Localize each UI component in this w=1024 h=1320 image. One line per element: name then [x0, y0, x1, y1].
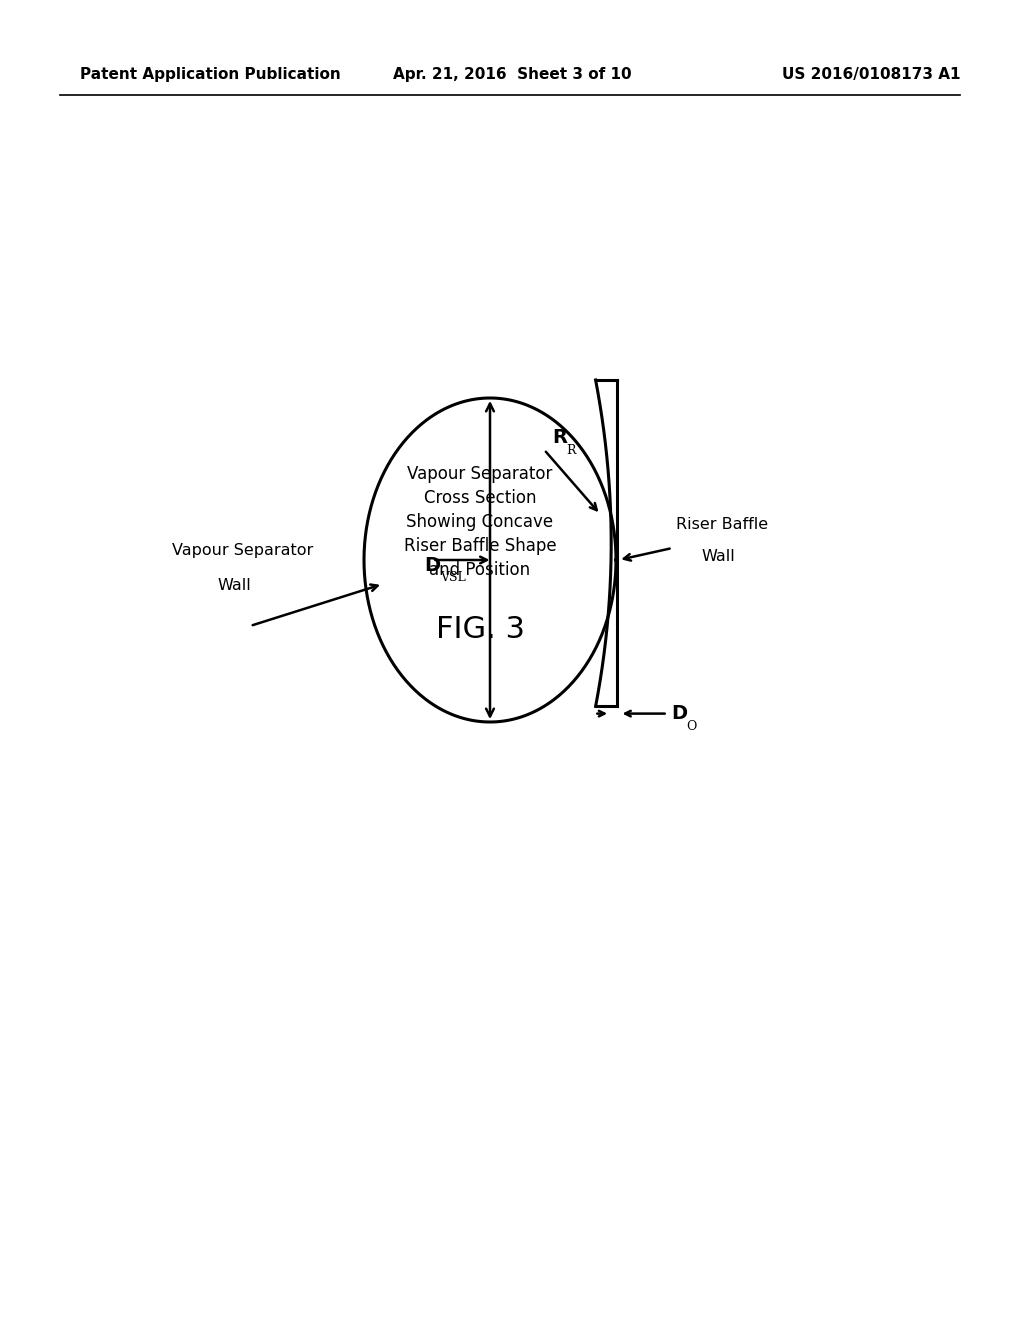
Text: Wall: Wall: [701, 549, 735, 564]
Text: FIG. 3: FIG. 3: [435, 615, 524, 644]
Text: Riser Baffle Shape: Riser Baffle Shape: [403, 537, 556, 554]
Text: Apr. 21, 2016  Sheet 3 of 10: Apr. 21, 2016 Sheet 3 of 10: [392, 67, 632, 82]
Text: $\mathbf{D}$: $\mathbf{D}$: [424, 557, 441, 576]
Text: $\mathbf{R}$: $\mathbf{R}$: [552, 429, 569, 446]
Text: Patent Application Publication: Patent Application Publication: [80, 67, 341, 82]
Text: Wall: Wall: [217, 578, 251, 594]
Text: US 2016/0108173 A1: US 2016/0108173 A1: [781, 67, 961, 82]
Text: R: R: [566, 444, 575, 457]
Text: VSL: VSL: [440, 572, 466, 583]
Text: Vapour Separator: Vapour Separator: [172, 544, 313, 558]
Text: and Position: and Position: [429, 561, 530, 579]
Text: $\mathbf{D}$: $\mathbf{D}$: [671, 705, 688, 722]
Text: Riser Baffle: Riser Baffle: [676, 517, 768, 532]
Text: Showing Concave: Showing Concave: [407, 513, 554, 531]
Text: Cross Section: Cross Section: [424, 488, 537, 507]
Text: Vapour Separator: Vapour Separator: [408, 465, 553, 483]
Text: O: O: [686, 719, 696, 733]
